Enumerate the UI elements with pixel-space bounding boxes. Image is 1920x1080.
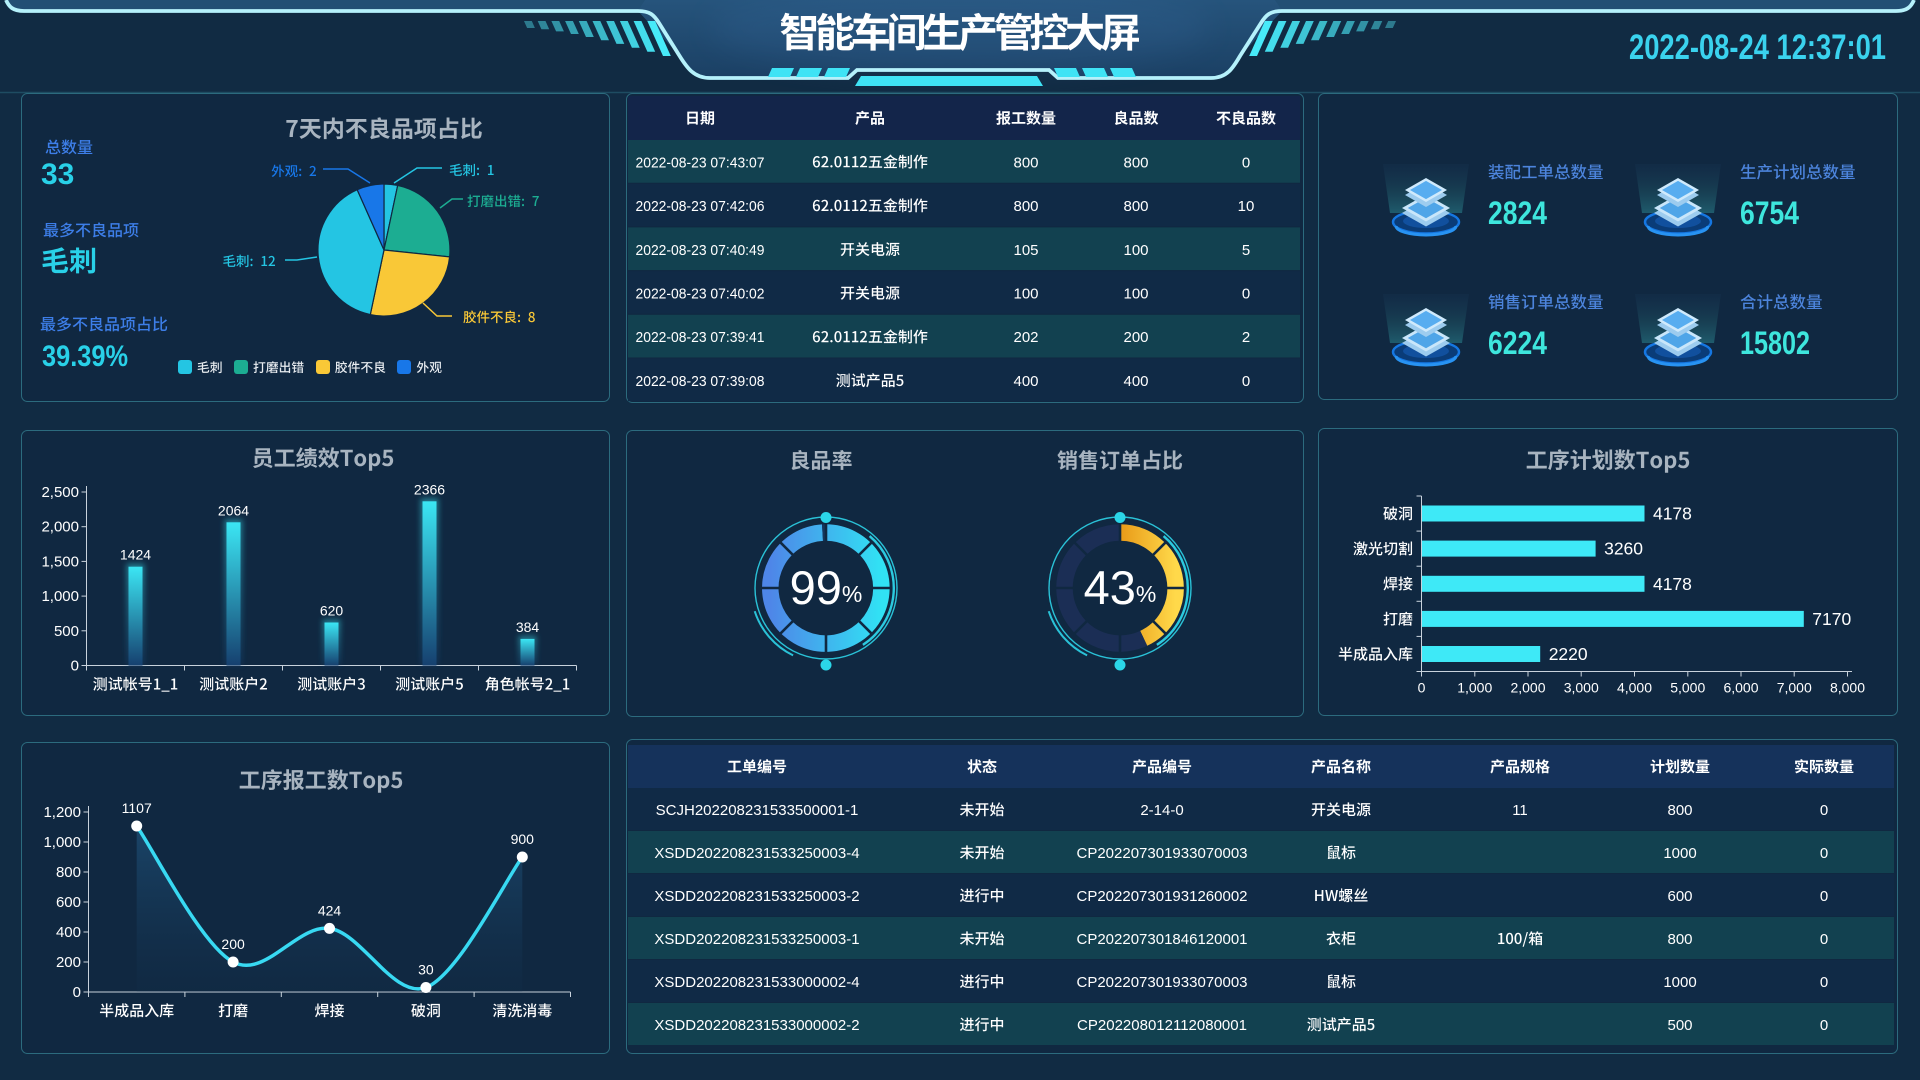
svg-text:424: 424: [318, 902, 342, 918]
svg-text:2022-08-23 07:43:07: 2022-08-23 07:43:07: [636, 154, 765, 171]
svg-text:2022-08-23 07:40:49: 2022-08-23 07:40:49: [636, 242, 765, 259]
svg-text:100: 100: [1123, 242, 1148, 259]
svg-text:2: 2: [1242, 329, 1250, 346]
svg-text:200: 200: [56, 954, 81, 971]
svg-text:39.39%: 39.39%: [42, 340, 128, 373]
svg-text:202: 202: [1013, 329, 1038, 346]
svg-text:2824: 2824: [1488, 195, 1547, 231]
svg-text:1,200: 1,200: [43, 804, 81, 821]
svg-text:0: 0: [1242, 154, 1250, 171]
svg-text:33: 33: [41, 158, 74, 191]
svg-text:2022-08-23 07:42:06: 2022-08-23 07:42:06: [636, 198, 765, 215]
svg-text:CP202207301846120001: CP202207301846120001: [1077, 931, 1248, 948]
svg-text:600: 600: [56, 894, 81, 911]
svg-text:XSDD202208231533000002-4: XSDD202208231533000002-4: [654, 974, 859, 991]
svg-text:800: 800: [56, 864, 81, 881]
svg-text:99%: 99%: [790, 561, 863, 614]
svg-text:800: 800: [1123, 198, 1148, 215]
svg-text:2022-08-23 07:39:08: 2022-08-23 07:39:08: [636, 373, 765, 390]
svg-text:CP202207301931260002: CP202207301931260002: [1077, 888, 1248, 905]
svg-text:3,000: 3,000: [1564, 680, 1599, 696]
svg-text:1107: 1107: [122, 800, 152, 816]
svg-text:1424: 1424: [120, 547, 151, 563]
svg-text:2,500: 2,500: [41, 484, 79, 501]
svg-text:0: 0: [1820, 888, 1828, 905]
svg-text:6224: 6224: [1488, 325, 1547, 361]
svg-text:400: 400: [1013, 373, 1038, 390]
svg-text:XSDD202208231533250003-4: XSDD202208231533250003-4: [654, 845, 859, 862]
svg-text:3260: 3260: [1604, 539, 1643, 559]
svg-text:0: 0: [1820, 1017, 1828, 1034]
svg-text:4178: 4178: [1653, 574, 1692, 594]
svg-text:11: 11: [1512, 802, 1528, 819]
svg-text:620: 620: [320, 602, 344, 618]
svg-text:CP202207301933070003: CP202207301933070003: [1077, 845, 1248, 862]
svg-text:CP202207301933070003: CP202207301933070003: [1077, 974, 1248, 991]
svg-text:7170: 7170: [1812, 609, 1851, 629]
svg-text:800: 800: [1123, 154, 1148, 171]
svg-text:384: 384: [516, 619, 540, 635]
svg-text:6754: 6754: [1740, 195, 1799, 231]
svg-text:900: 900: [511, 831, 535, 847]
svg-text:2022-08-24 12:37:01: 2022-08-24 12:37:01: [1629, 28, 1886, 67]
svg-text:0: 0: [1820, 802, 1828, 819]
svg-text:1,000: 1,000: [1457, 680, 1492, 696]
svg-text:SCJH202208231533500001-1: SCJH202208231533500001-1: [656, 802, 859, 819]
svg-text:4178: 4178: [1653, 504, 1692, 524]
svg-text:105: 105: [1013, 242, 1038, 259]
svg-text:2220: 2220: [1549, 644, 1588, 664]
svg-text:5,000: 5,000: [1670, 680, 1705, 696]
svg-text:0: 0: [1242, 285, 1250, 302]
svg-text:CP202208012112080001: CP202208012112080001: [1077, 1017, 1247, 1034]
svg-text:5: 5: [1242, 242, 1250, 259]
svg-text:30: 30: [418, 962, 434, 978]
svg-text:7,000: 7,000: [1777, 680, 1812, 696]
svg-text:2064: 2064: [218, 502, 249, 518]
svg-text:800: 800: [1667, 802, 1692, 819]
svg-text:2,000: 2,000: [1510, 680, 1545, 696]
svg-text:8,000: 8,000: [1830, 680, 1865, 696]
svg-text:2022-08-23 07:40:02: 2022-08-23 07:40:02: [636, 285, 765, 302]
svg-text:1,000: 1,000: [41, 588, 79, 605]
svg-text:200: 200: [1123, 329, 1148, 346]
svg-text:500: 500: [54, 623, 79, 640]
svg-text:600: 600: [1667, 888, 1692, 905]
svg-text:XSDD202208231533250003-1: XSDD202208231533250003-1: [654, 931, 859, 948]
svg-text:43%: 43%: [1084, 561, 1157, 614]
svg-text:0: 0: [71, 658, 79, 675]
svg-text:1000: 1000: [1663, 974, 1696, 991]
svg-text:0: 0: [1820, 931, 1828, 948]
svg-text:800: 800: [1013, 198, 1038, 215]
svg-text:2,000: 2,000: [41, 519, 79, 536]
svg-text:400: 400: [56, 924, 81, 941]
svg-text:1,500: 1,500: [41, 553, 79, 570]
svg-text:1000: 1000: [1663, 845, 1696, 862]
svg-text:100: 100: [1013, 285, 1038, 302]
svg-text:2366: 2366: [414, 481, 445, 497]
svg-text:800: 800: [1013, 154, 1038, 171]
svg-text:0: 0: [1418, 680, 1426, 696]
svg-text:500: 500: [1667, 1017, 1692, 1034]
svg-text:0: 0: [1242, 373, 1250, 390]
svg-text:0: 0: [1820, 974, 1828, 991]
svg-text:10: 10: [1238, 198, 1255, 215]
svg-text:100: 100: [1123, 285, 1148, 302]
svg-text:2022-08-23 07:39:41: 2022-08-23 07:39:41: [636, 329, 765, 346]
svg-text:15802: 15802: [1740, 325, 1810, 361]
svg-text:6,000: 6,000: [1723, 680, 1758, 696]
svg-text:0: 0: [1820, 845, 1828, 862]
svg-text:800: 800: [1667, 931, 1692, 948]
svg-text:200: 200: [221, 936, 245, 952]
svg-text:0: 0: [73, 984, 81, 1001]
svg-text:XSDD202208231533250003-2: XSDD202208231533250003-2: [654, 888, 859, 905]
svg-text:XSDD202208231533000002-2: XSDD202208231533000002-2: [654, 1017, 859, 1034]
svg-text:400: 400: [1123, 373, 1148, 390]
svg-text:2-14-0: 2-14-0: [1140, 802, 1183, 819]
svg-text:4,000: 4,000: [1617, 680, 1652, 696]
svg-text:1,000: 1,000: [43, 834, 81, 851]
